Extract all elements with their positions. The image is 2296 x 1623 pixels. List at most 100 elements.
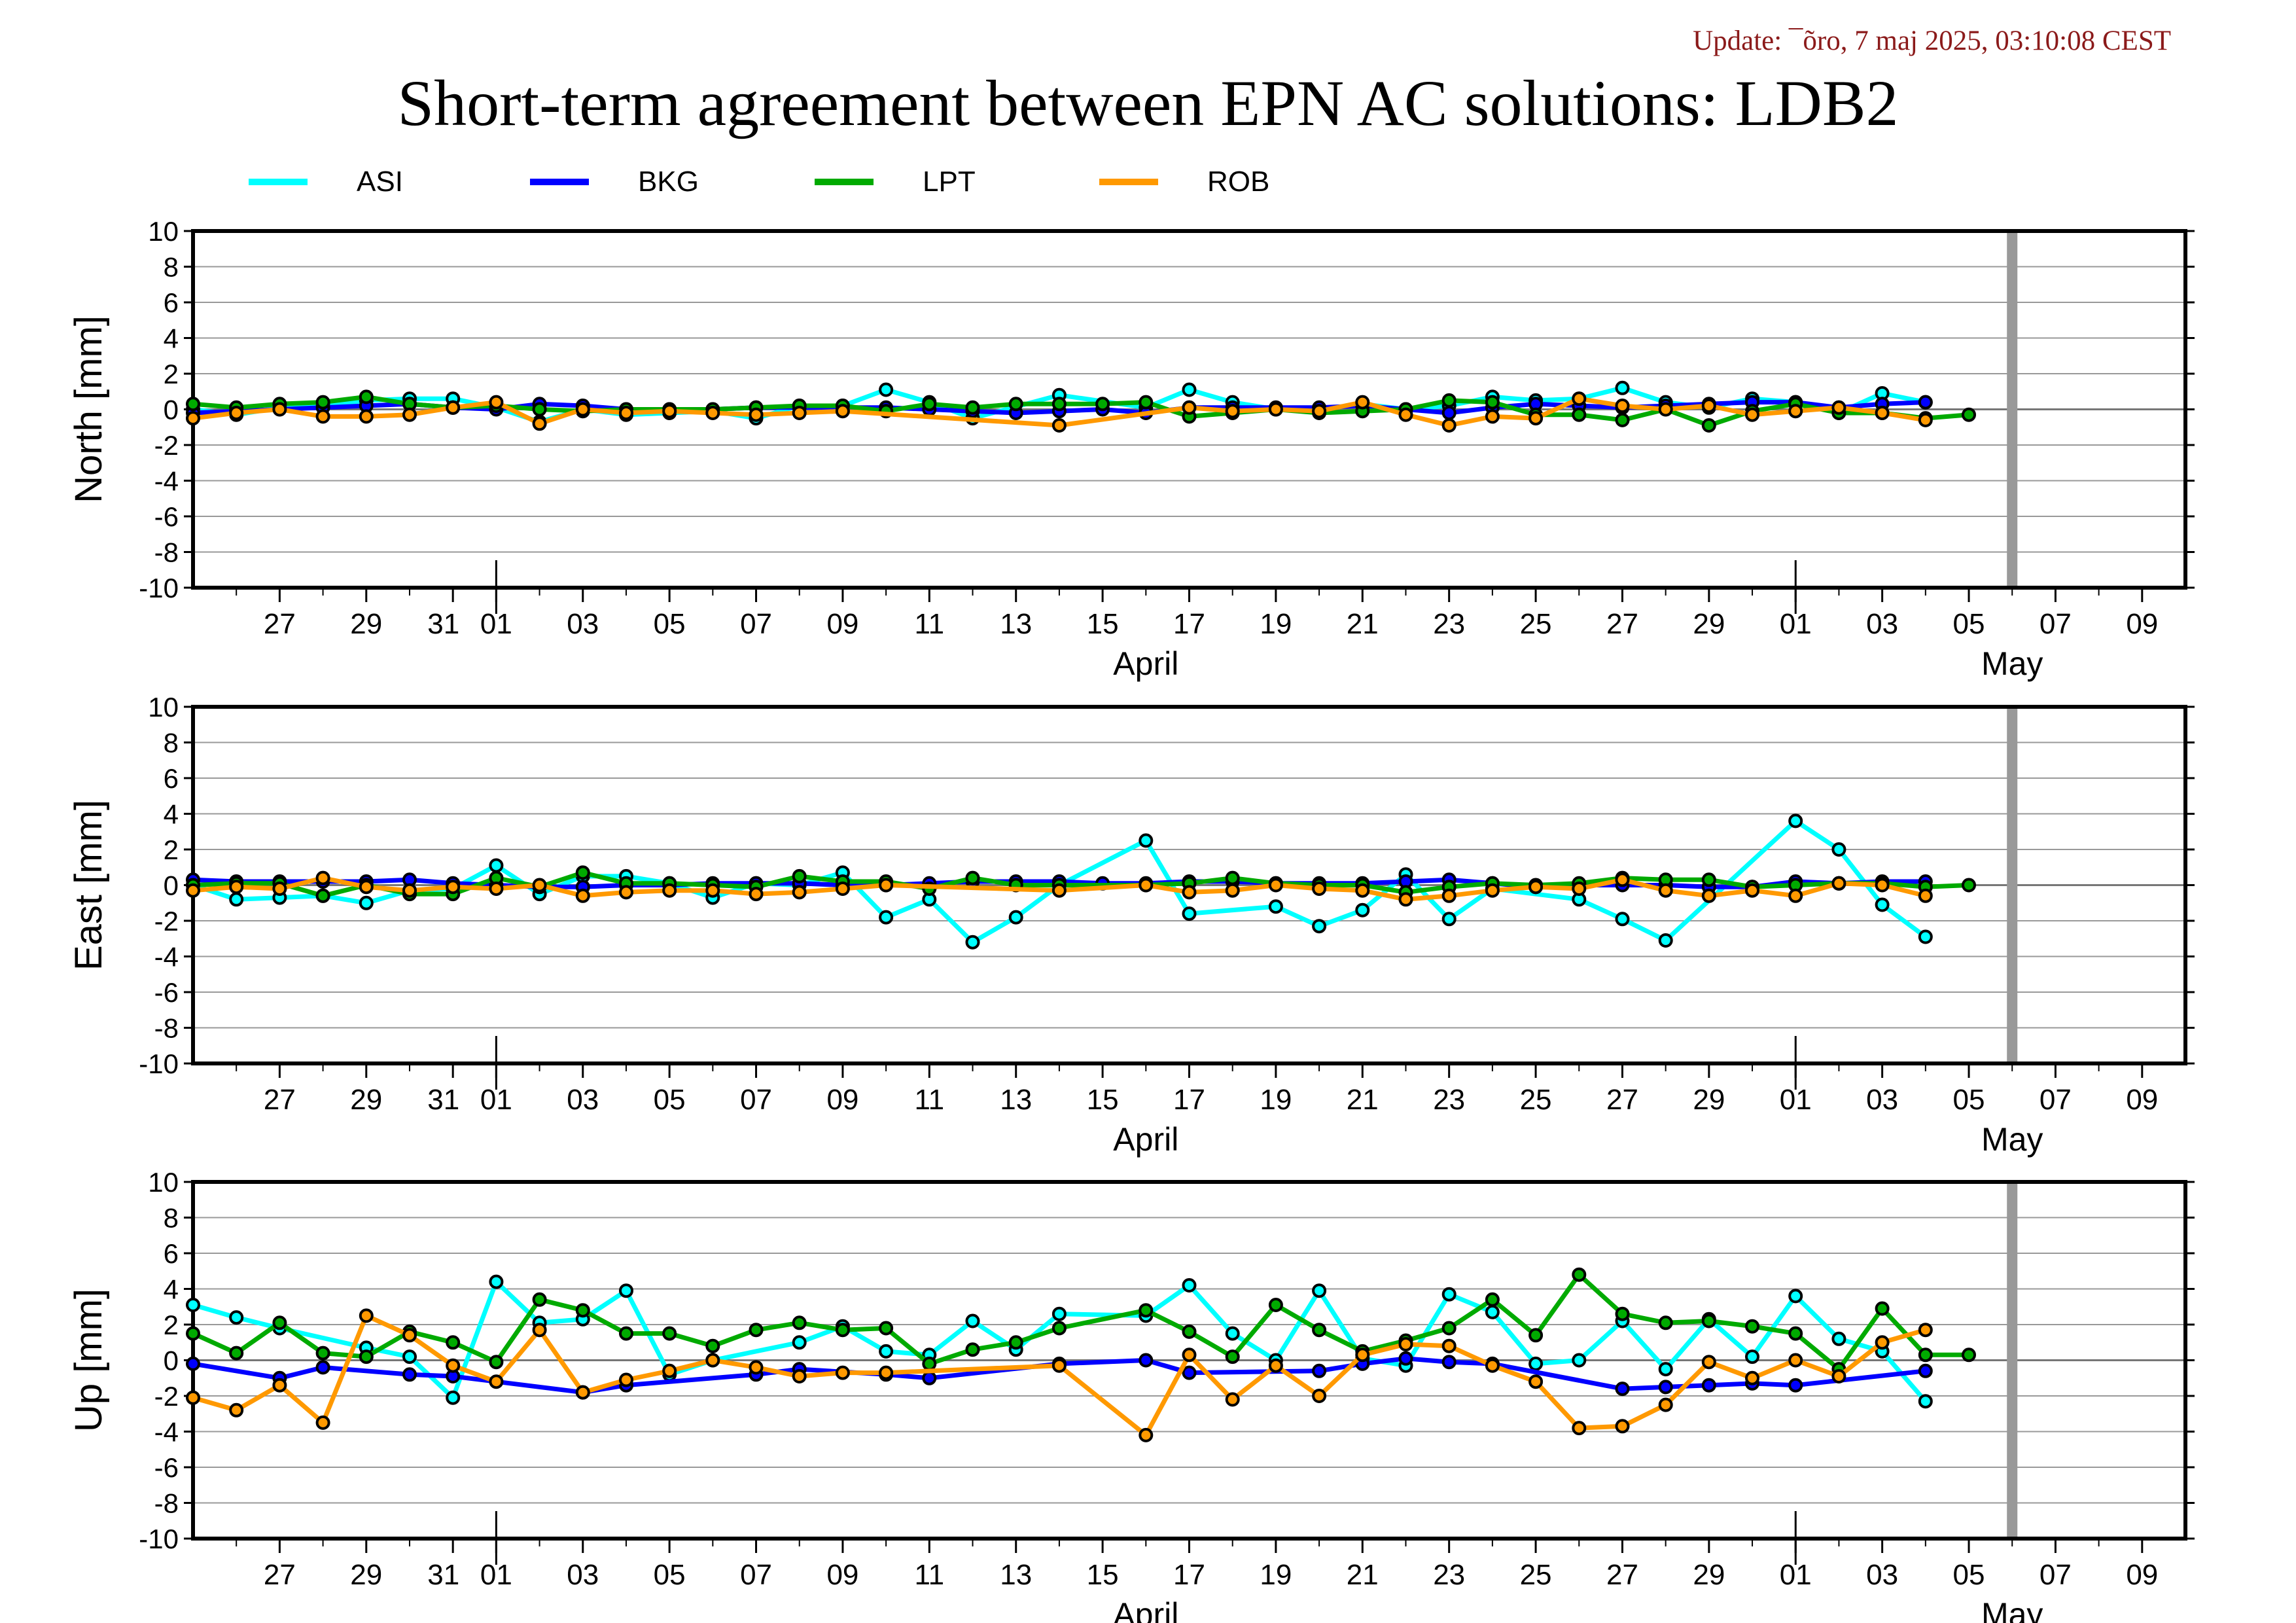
data-point-lpt bbox=[1528, 1328, 1544, 1343]
data-point-asi bbox=[1788, 1289, 1803, 1304]
data-point-rob bbox=[1918, 1323, 1933, 1338]
data-point-asi bbox=[1572, 1353, 1587, 1368]
data-point-asi bbox=[229, 892, 244, 907]
data-point-rob bbox=[1658, 883, 1673, 898]
data-point-rob bbox=[1268, 878, 1283, 893]
x-tick-label: 07 bbox=[2040, 1559, 2072, 1591]
data-point-rob bbox=[1355, 883, 1370, 898]
y-tick-label: -6 bbox=[154, 501, 179, 532]
data-point-asi bbox=[186, 1298, 200, 1312]
data-point-bkg bbox=[1701, 1378, 1716, 1393]
data-point-asi bbox=[489, 858, 504, 873]
series-rob bbox=[186, 870, 1933, 907]
data-point-asi bbox=[229, 1310, 244, 1325]
x-tick-label: 19 bbox=[1260, 1559, 1292, 1591]
data-point-asi bbox=[1268, 899, 1283, 914]
data-point-rob bbox=[489, 1374, 504, 1389]
data-point-rob bbox=[879, 1365, 894, 1380]
data-point-lpt bbox=[1485, 1292, 1500, 1307]
data-point-rob bbox=[359, 880, 374, 895]
y-tick-label: -2 bbox=[154, 906, 179, 936]
data-point-lpt bbox=[922, 1356, 937, 1371]
data-point-rob bbox=[749, 887, 764, 902]
data-point-lpt bbox=[359, 1349, 374, 1364]
data-point-bkg bbox=[1441, 1355, 1457, 1370]
y-tick-label: 0 bbox=[164, 870, 179, 901]
data-point-lpt bbox=[1441, 1321, 1457, 1336]
data-point-lpt bbox=[489, 1355, 504, 1370]
data-point-rob bbox=[662, 404, 677, 419]
data-point-rob bbox=[835, 882, 850, 896]
data-point-bkg bbox=[1615, 1382, 1630, 1397]
y-tick-label: -4 bbox=[154, 1417, 179, 1448]
data-point-lpt bbox=[965, 1342, 980, 1357]
data-point-rob bbox=[1875, 878, 1890, 893]
data-point-rob bbox=[1312, 404, 1327, 419]
x-tick-label: 31 bbox=[427, 1559, 459, 1591]
legend-label-lpt: LPT bbox=[923, 166, 976, 198]
data-point-lpt bbox=[1182, 1324, 1197, 1339]
data-point-rob bbox=[186, 883, 200, 898]
legend-label-asi: ASI bbox=[357, 166, 403, 198]
y-axis-label: North [mm] bbox=[67, 315, 110, 503]
data-point-rob bbox=[1225, 1392, 1240, 1407]
x-tick-label: 13 bbox=[1000, 1084, 1032, 1116]
data-point-rob bbox=[1268, 402, 1283, 417]
x-month-label: May bbox=[1981, 1596, 2043, 1623]
data-point-rob bbox=[446, 400, 461, 415]
data-point-lpt bbox=[1572, 1267, 1587, 1282]
data-point-asi bbox=[1182, 906, 1197, 921]
legend-label-bkg: BKG bbox=[638, 166, 699, 198]
data-point-rob bbox=[1788, 404, 1803, 419]
data-point-rob bbox=[662, 883, 677, 898]
data-point-rob bbox=[1312, 1389, 1327, 1403]
y-axis-label: East [mm] bbox=[67, 800, 110, 971]
series-bkg bbox=[186, 1351, 1933, 1400]
data-point-lpt bbox=[662, 1326, 677, 1341]
data-point-bkg bbox=[1788, 1378, 1803, 1393]
data-point-rob bbox=[1745, 1370, 1759, 1385]
data-point-rob bbox=[1615, 399, 1630, 413]
data-point-rob bbox=[446, 880, 461, 895]
data-point-asi bbox=[1528, 1356, 1544, 1371]
data-point-asi bbox=[446, 1390, 461, 1405]
data-point-rob bbox=[1398, 407, 1413, 422]
data-point-lpt bbox=[315, 1346, 330, 1361]
x-month-label: May bbox=[1981, 645, 2043, 682]
data-point-rob bbox=[489, 882, 504, 896]
data-point-lpt bbox=[1051, 1321, 1067, 1336]
data-point-rob bbox=[272, 402, 287, 417]
data-point-rob bbox=[1615, 1419, 1630, 1434]
data-point-lpt bbox=[1701, 1313, 1716, 1329]
series-rob bbox=[186, 1308, 1933, 1442]
data-point-rob bbox=[619, 406, 633, 420]
data-point-rob bbox=[1918, 888, 1933, 903]
data-point-bkg bbox=[1918, 395, 1933, 410]
x-tick-label: 05 bbox=[654, 1084, 686, 1116]
data-point-rob bbox=[1182, 400, 1197, 415]
x-tick-label: 01 bbox=[480, 608, 512, 640]
data-point-rob bbox=[749, 1360, 764, 1375]
data-point-rob bbox=[1225, 404, 1240, 419]
data-point-rob bbox=[532, 416, 547, 431]
x-tick-label: 05 bbox=[1953, 1084, 1985, 1116]
x-tick-label: 09 bbox=[826, 1559, 858, 1591]
data-point-asi bbox=[1008, 910, 1023, 925]
x-tick-label: 05 bbox=[654, 608, 686, 640]
x-tick-label: 27 bbox=[1606, 1084, 1638, 1116]
data-point-asi bbox=[1182, 382, 1197, 397]
x-tick-label: 05 bbox=[654, 1559, 686, 1591]
data-point-rob bbox=[1658, 402, 1673, 417]
data-point-rob bbox=[1355, 1347, 1370, 1363]
data-point-rob bbox=[315, 870, 330, 885]
y-tick-label: 2 bbox=[164, 1310, 179, 1340]
data-point-lpt bbox=[1962, 878, 1976, 893]
x-tick-label: 29 bbox=[350, 1559, 382, 1591]
data-point-bkg bbox=[1918, 1363, 1933, 1378]
data-point-asi bbox=[359, 895, 374, 910]
data-point-rob bbox=[402, 1328, 417, 1343]
data-point-rob bbox=[1745, 407, 1759, 422]
x-tick-label: 23 bbox=[1433, 608, 1465, 640]
data-point-rob bbox=[1528, 880, 1544, 895]
